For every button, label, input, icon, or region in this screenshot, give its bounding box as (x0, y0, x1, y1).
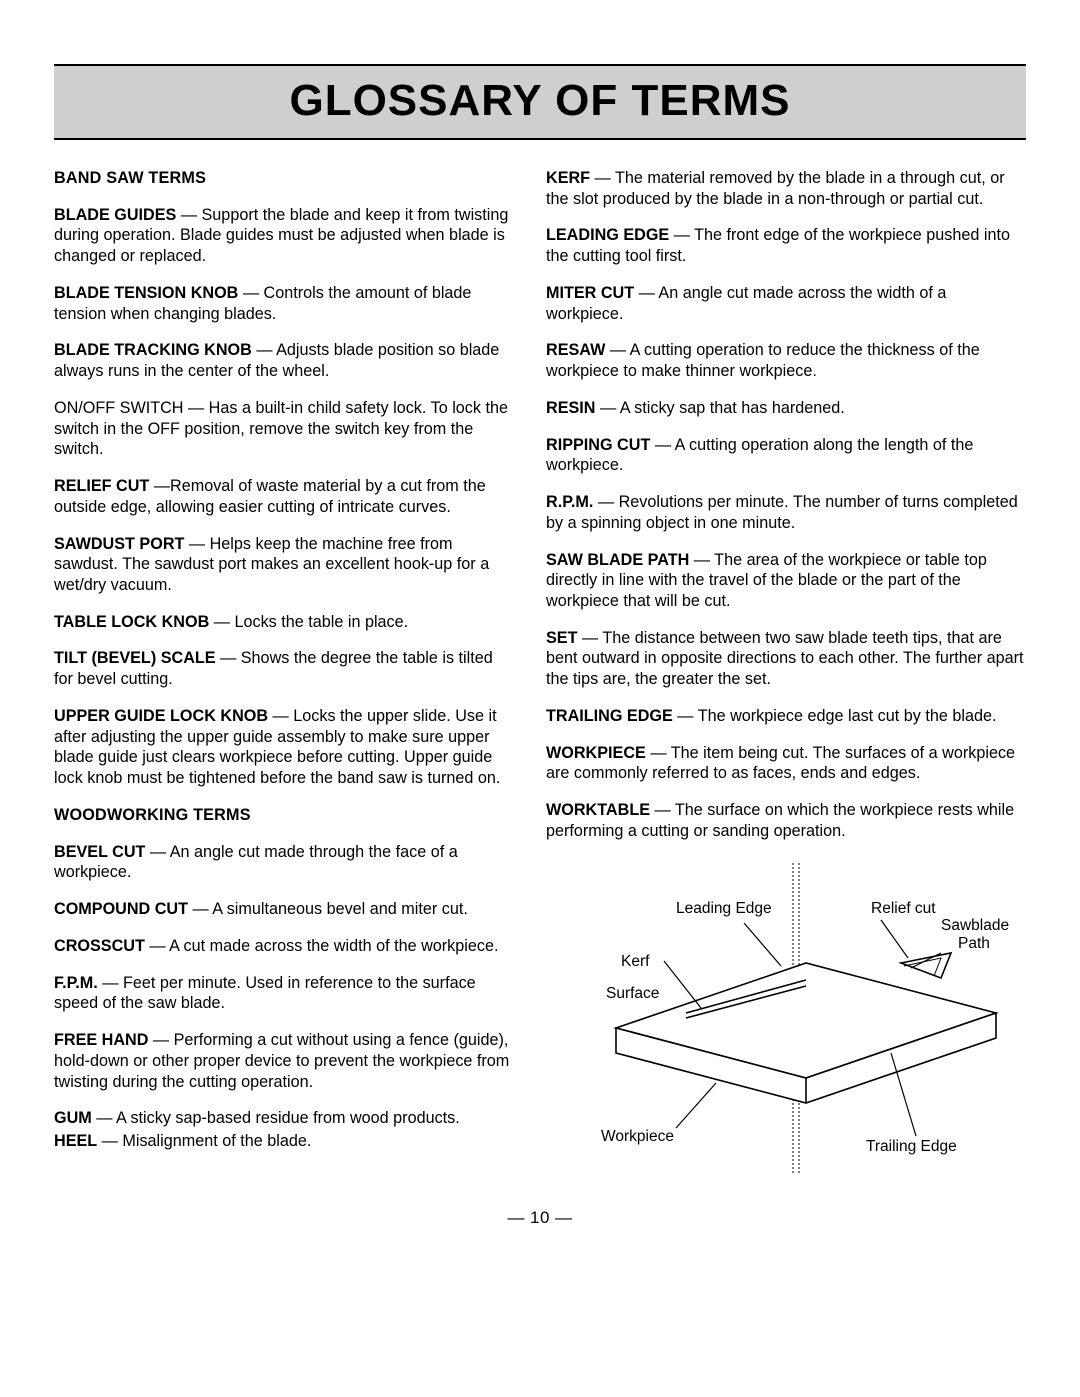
glossary-entry: WORKPIECE — The item being cut. The surf… (546, 743, 1026, 784)
glossary-entry: ON/OFF SWITCH — Has a built-in child saf… (54, 398, 512, 460)
term-name: MITER CUT (546, 284, 634, 302)
term-name: RESAW (546, 341, 605, 359)
glossary-entry: MITER CUT — An angle cut made across the… (546, 283, 1026, 324)
glossary-entry: SET — The distance between two saw blade… (546, 628, 1026, 690)
term-name: COMPOUND CUT (54, 900, 188, 918)
term-name: RIPPING CUT (546, 436, 650, 454)
term-name: SET (546, 629, 577, 647)
term-def: — A cut made across the width of the wor… (145, 937, 499, 955)
svg-text:Leading Edge: Leading Edge (676, 900, 772, 917)
glossary-entry: SAW BLADE PATH — The area of the workpie… (546, 550, 1026, 612)
term-def: — A cutting operation to reduce the thic… (546, 341, 980, 380)
term-name: LEADING EDGE (546, 226, 669, 244)
term-name: SAWDUST PORT (54, 535, 184, 553)
glossary-entry: BLADE GUIDES — Support the blade and kee… (54, 205, 512, 267)
term-name: CROSSCUT (54, 937, 145, 955)
term-name: BLADE GUIDES (54, 206, 176, 224)
svg-text:Trailing Edge: Trailing Edge (866, 1138, 957, 1155)
term-name: SAW BLADE PATH (546, 551, 689, 569)
svg-text:Surface: Surface (606, 985, 659, 1002)
glossary-entry: RIPPING CUT — A cutting operation along … (546, 435, 1026, 476)
term-def: — Locks the table in place. (209, 613, 408, 631)
term-name: KERF (546, 169, 590, 187)
glossary-entry: HEEL — Misalignment of the blade. (54, 1131, 512, 1152)
page-title: GLOSSARY OF TERMS (54, 76, 1026, 126)
svg-text:Path: Path (958, 935, 990, 952)
glossary-entry: SAWDUST PORT — Helps keep the machine fr… (54, 534, 512, 596)
glossary-entry: KERF — The material removed by the blade… (546, 168, 1026, 209)
workpiece-diagram: Leading Edge Relief cut SawbladePath Kerf Su… (546, 858, 1026, 1178)
section-heading: WOODWORKING TERMS (54, 805, 512, 826)
term-def: — The workpiece edge last cut by the bla… (673, 707, 997, 725)
term-name: R.P.M. (546, 493, 593, 511)
glossary-entry: TRAILING EDGE — The workpiece edge last … (546, 706, 1026, 727)
term-def: — Misalignment of the blade. (97, 1132, 311, 1150)
glossary-entry: R.P.M. — Revolutions per minute. The num… (546, 492, 1026, 533)
svg-text:Sawblade: Sawblade (941, 917, 1009, 934)
glossary-entry: COMPOUND CUT — A simultaneous bevel and … (54, 899, 512, 920)
glossary-entry: LEADING EDGE — The front edge of the wor… (546, 225, 1026, 266)
term-name: TRAILING EDGE (546, 707, 673, 725)
term-name: RESIN (546, 399, 595, 417)
right-column: KERF — The material removed by the blade… (546, 168, 1026, 1178)
term-name: BEVEL CUT (54, 843, 145, 861)
document-page: GLOSSARY OF TERMS BAND SAW TERMS BLADE G… (0, 0, 1080, 1268)
glossary-entry: RESAW — A cutting operation to reduce th… (546, 340, 1026, 381)
glossary-entry: CROSSCUT — A cut made across the width o… (54, 936, 512, 957)
glossary-entry: BLADE TENSION KNOB — Controls the amount… (54, 283, 512, 324)
glossary-entry: TILT (BEVEL) SCALE — Shows the degree th… (54, 648, 512, 689)
svg-text:Relief cut: Relief cut (871, 900, 936, 917)
glossary-entry: RESIN — A sticky sap that has hardened. (546, 398, 1026, 419)
svg-text:Kerf: Kerf (621, 953, 650, 970)
term-name: TABLE LOCK KNOB (54, 613, 209, 631)
term-name: RELIEF CUT (54, 477, 149, 495)
section-heading: BAND SAW TERMS (54, 168, 512, 189)
diagram-svg: Leading Edge Relief cut SawbladePath Kerf Su… (546, 858, 1026, 1178)
term-def: — The distance between two saw blade tee… (546, 629, 1024, 688)
term-name: WORKPIECE (546, 744, 646, 762)
glossary-entry: TABLE LOCK KNOB — Locks the table in pla… (54, 612, 512, 633)
term-name: F.P.M. (54, 974, 98, 992)
term-name: BLADE TRACKING KNOB (54, 341, 252, 359)
glossary-entry: FREE HAND — Performing a cut without usi… (54, 1030, 512, 1092)
term-def: ON/OFF SWITCH — Has a built-in child saf… (54, 399, 508, 458)
term-def: — A sticky sap-based residue from wood p… (92, 1109, 460, 1127)
glossary-entry: RELIEF CUT —Removal of waste material by… (54, 476, 512, 517)
term-name: GUM (54, 1109, 92, 1127)
glossary-entry: UPPER GUIDE LOCK KNOB — Locks the upper … (54, 706, 512, 789)
term-name: BLADE TENSION KNOB (54, 284, 238, 302)
term-name: FREE HAND (54, 1031, 148, 1049)
glossary-entry: BEVEL CUT — An angle cut made through th… (54, 842, 512, 883)
left-column: BAND SAW TERMS BLADE GUIDES — Support th… (54, 168, 512, 1178)
term-def: — Feet per minute. Used in reference to … (54, 974, 476, 1013)
term-name: HEEL (54, 1132, 97, 1150)
glossary-entry: GUM — A sticky sap-based residue from wo… (54, 1108, 512, 1129)
svg-text:Workpiece: Workpiece (601, 1128, 674, 1145)
two-column-layout: BAND SAW TERMS BLADE GUIDES — Support th… (54, 168, 1026, 1178)
term-def: — A sticky sap that has hardened. (595, 399, 844, 417)
term-name: TILT (BEVEL) SCALE (54, 649, 216, 667)
title-bar: GLOSSARY OF TERMS (54, 64, 1026, 140)
term-def: — The material removed by the blade in a… (546, 169, 1005, 208)
term-def: — A simultaneous bevel and miter cut. (188, 900, 468, 918)
term-name: UPPER GUIDE LOCK KNOB (54, 707, 268, 725)
glossary-entry: WORKTABLE — The surface on which the wor… (546, 800, 1026, 841)
term-def: — Revolutions per minute. The number of … (546, 493, 1018, 532)
glossary-entry: BLADE TRACKING KNOB — Adjusts blade posi… (54, 340, 512, 381)
term-name: WORKTABLE (546, 801, 650, 819)
page-number: — 10 — (54, 1208, 1026, 1228)
glossary-entry: F.P.M. — Feet per minute. Used in refere… (54, 973, 512, 1014)
